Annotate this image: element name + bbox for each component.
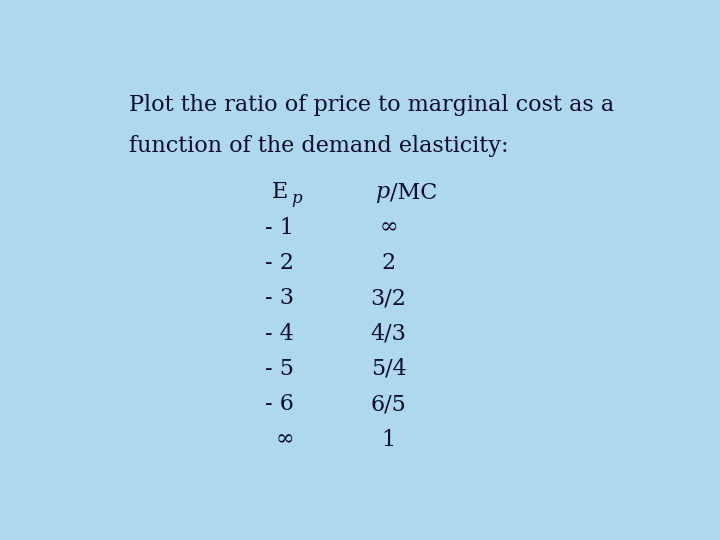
- Text: p: p: [374, 181, 389, 203]
- Text: 2: 2: [382, 252, 395, 274]
- Text: - 1: - 1: [265, 217, 294, 239]
- Text: - 5: - 5: [265, 358, 294, 380]
- Text: E: E: [272, 181, 288, 203]
- Text: p: p: [291, 191, 302, 207]
- Text: - 3: - 3: [265, 287, 294, 309]
- Text: - 4: - 4: [265, 322, 294, 345]
- Text: 6/5: 6/5: [371, 393, 406, 415]
- Text: function of the demand elasticity:: function of the demand elasticity:: [129, 136, 508, 158]
- Text: 3/2: 3/2: [371, 287, 407, 309]
- Text: - 6: - 6: [265, 393, 294, 415]
- Text: /MC: /MC: [390, 181, 438, 203]
- Text: Plot the ratio of price to marginal cost as a: Plot the ratio of price to marginal cost…: [129, 94, 614, 116]
- Text: 4/3: 4/3: [371, 322, 407, 345]
- Text: 1: 1: [382, 429, 395, 450]
- Text: - 2: - 2: [265, 252, 294, 274]
- Text: ∞: ∞: [379, 217, 397, 239]
- Text: ∞: ∞: [275, 429, 294, 450]
- Text: 5/4: 5/4: [371, 358, 406, 380]
